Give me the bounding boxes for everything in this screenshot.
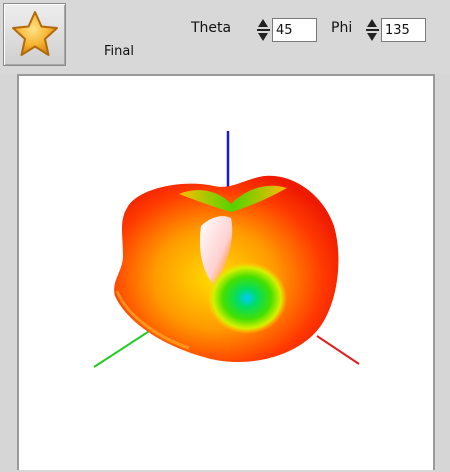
specular-ridge [199, 216, 233, 286]
y-axis [93, 327, 155, 368]
theta-spinner[interactable] [257, 18, 270, 42]
spin-down-icon[interactable] [258, 33, 268, 41]
toolbar: Final Theta Phi [0, 0, 450, 74]
spin-down-icon[interactable] [367, 33, 377, 41]
spin-up-icon[interactable] [367, 19, 377, 27]
favorite-button[interactable] [3, 3, 66, 66]
phi-input[interactable] [381, 18, 426, 42]
x-axis [316, 335, 360, 365]
low-gain-region [207, 262, 287, 334]
star-icon [12, 11, 58, 56]
theta-input[interactable] [272, 18, 317, 42]
top-crease [179, 185, 287, 212]
phi-label: Phi [331, 20, 353, 36]
3d-viewport[interactable] [17, 74, 435, 470]
spin-up-icon[interactable] [258, 19, 268, 27]
theta-label: Theta [191, 20, 232, 36]
radiation-pattern-plot [93, 131, 360, 368]
view-mode-label: Final [104, 44, 134, 59]
phi-spinner[interactable] [366, 18, 379, 42]
